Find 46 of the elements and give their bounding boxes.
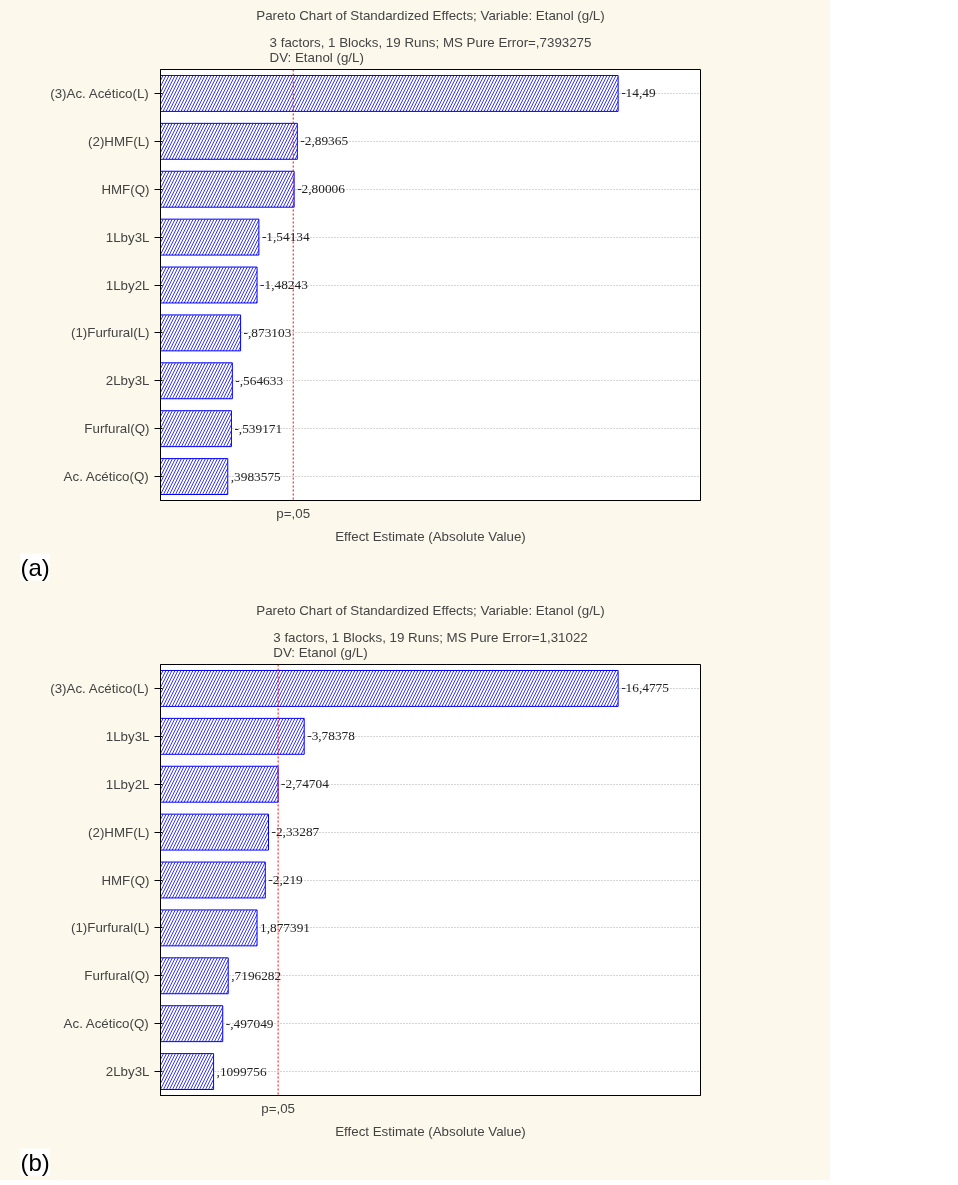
y-tick-label: Ac. Acético(Q) xyxy=(63,1016,149,1032)
x-axis-title: Effect Estimate (Absolute Value) xyxy=(335,528,526,544)
annotation: -2,219 xyxy=(268,872,304,887)
annotation: -,539171 xyxy=(234,420,283,436)
annotation: -3,78378 xyxy=(307,728,356,744)
annotation: ,3983575 xyxy=(230,468,282,484)
annotation: -16,4775 xyxy=(621,680,670,696)
y-tick-label: (2)HMF(L) xyxy=(88,133,150,149)
ref-line-label: p=,05 xyxy=(276,505,311,521)
chart-subtitle: 3 factors, 1 Blocks, 19 Runs; MS Pure Error=,7393275 DV: Etanol (g/L) xyxy=(269,34,592,65)
ref-line-label: p=,05 xyxy=(261,1100,295,1116)
annotation: -,873103 xyxy=(243,324,292,340)
y-tick-label: Furfural(Q) xyxy=(84,421,150,437)
annotation: -1,48243 xyxy=(260,277,309,292)
annotation: -,497049 xyxy=(225,1015,274,1031)
y-tick-label: 1Lby2L xyxy=(105,277,150,293)
chart-subtitle: 3 factors, 1 Blocks, 19 Runs; MS Pure Error=1,31022 DV: Etanol (g/L) xyxy=(273,629,588,660)
y-tick-label: Ac. Acético(Q) xyxy=(63,469,149,485)
y-tick-label: (2)HMF(L) xyxy=(88,824,150,840)
annotation: ,7196282 xyxy=(231,967,282,983)
chart-title: Pareto Chart of Standardized Effects; Variable: Etanol (g/L) xyxy=(256,602,605,618)
x-axis-title: Effect Estimate (Absolute Value) xyxy=(335,1123,526,1139)
y-tick-label: (1)Furfural(L) xyxy=(71,325,150,341)
text: (a) xyxy=(20,553,50,581)
annotation: -14,49 xyxy=(621,85,656,101)
annotation: -1,54134 xyxy=(261,229,310,245)
chart-title: Pareto Chart of Standardized Effects; Variable: Etanol (g/L) xyxy=(256,7,605,23)
y-tick-label: (3)Ac. Acético(L) xyxy=(50,680,149,696)
y-tick-label: 2Lby3L xyxy=(105,373,150,389)
annotation: -,564633 xyxy=(235,372,284,388)
y-tick-label: (1)Furfural(L) xyxy=(71,920,150,936)
annotation: -2,33287 xyxy=(271,824,320,840)
y-tick-label: 2Lby3L xyxy=(105,1064,150,1080)
y-tick-label: 1Lby3L xyxy=(105,229,150,245)
y-tick-label: 1Lby2L xyxy=(105,776,150,792)
y-tick-label: Furfural(Q) xyxy=(84,968,150,984)
y-tick-label: (3)Ac. Acético(L) xyxy=(50,85,149,101)
y-tick-label: HMF(Q) xyxy=(101,872,150,888)
y-tick-label: 1Lby3L xyxy=(105,728,150,744)
text: (b) xyxy=(20,1148,50,1176)
y-tick-label: HMF(Q) xyxy=(101,181,150,197)
annotation: -2,80006 xyxy=(297,181,346,197)
annotation: -2,74704 xyxy=(281,776,330,792)
annotation: ,1099756 xyxy=(216,1063,267,1079)
annotation: 1,877391 xyxy=(260,919,311,935)
annotation: -2,89365 xyxy=(300,133,349,149)
